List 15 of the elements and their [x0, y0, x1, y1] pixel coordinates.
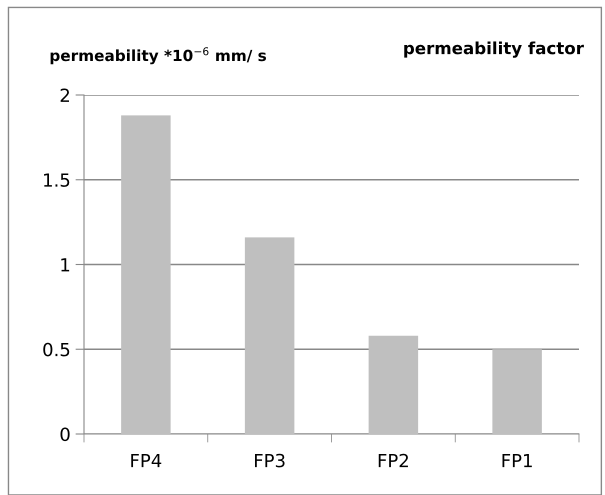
y-tick-label: 1.5: [44, 173, 70, 187]
x-tick-label: FP3: [255, 454, 285, 468]
y-axis-title: permeability *10$^{−6}$ mm/ s: [50, 47, 266, 64]
chart-title: permeability factor: [404, 41, 584, 58]
y-tick-label: 0: [60, 427, 70, 442]
bar: [244, 237, 294, 434]
x-tick-label: FP2: [378, 454, 408, 468]
x-tick-label: FP1: [502, 454, 532, 468]
y-tick-label: 0.5: [43, 342, 70, 356]
x-tick-label: FP4: [131, 454, 162, 468]
y-tick-label: 2: [60, 88, 69, 102]
bar: [368, 336, 418, 434]
bar: [492, 349, 542, 434]
bar: [121, 115, 171, 434]
y-tick-label: 1: [61, 258, 70, 272]
